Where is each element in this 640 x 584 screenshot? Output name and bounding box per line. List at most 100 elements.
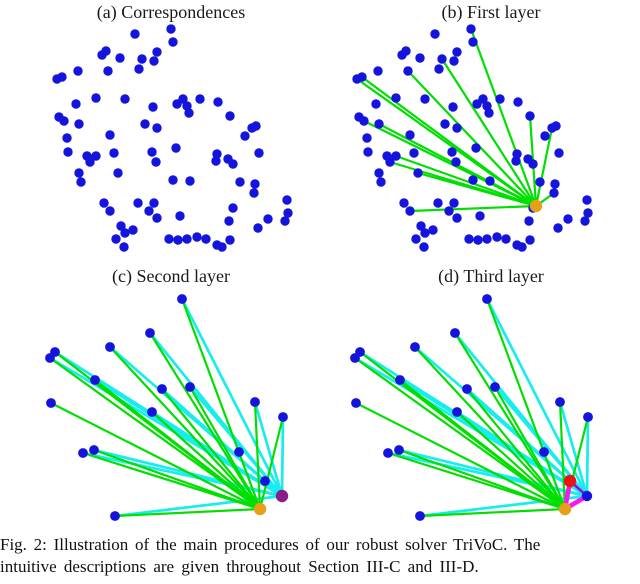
correspondence-point [415,511,425,521]
vote-line-green [453,331,567,511]
correspondence-point [419,242,429,252]
correspondence-point [113,168,123,178]
correspondence-point [99,198,109,208]
correspondence-point [580,216,590,226]
correspondence-point [554,148,564,158]
correspondence-point [511,156,521,166]
correspondence-point [105,130,115,140]
correspondence-point [45,353,55,363]
sampled-vertex-red [563,474,577,488]
vote-line-green [534,126,554,208]
vote-line-cyan [253,400,284,498]
correspondence-point [144,206,154,216]
correspondence-point [133,198,143,208]
correspondence-point [482,294,492,304]
vote-line-green [180,297,262,511]
correspondence-point [490,382,500,392]
correspondence-point [420,228,430,238]
correspondence-point [173,235,183,245]
correspondence-point [128,225,138,235]
correspondence-point [78,448,88,458]
correspondence-point [448,102,458,112]
correspondence-point [152,123,162,133]
correspondence-point [452,123,462,133]
correspondence-point [185,382,195,392]
correspondence-point [130,29,140,39]
correspondence-point [433,198,443,208]
correspondence-point [115,53,125,63]
correspondence-point [401,46,411,56]
vote-line-cyan [280,415,285,498]
correspondence-point [195,94,205,104]
correspondence-point [409,148,419,158]
correspondence-point [116,221,126,231]
correspondence-point [73,66,83,76]
correspondence-point [468,37,478,47]
correspondence-point [525,235,535,245]
correspondence-point [482,234,492,244]
vote-line-green [465,387,567,511]
correspondence-point [363,147,373,157]
correspondence-point [182,234,192,244]
vote-line-green [253,400,262,511]
vote-line-cyan [180,297,284,498]
correspondence-point [357,72,367,82]
vote-line-green [108,345,262,511]
correspondence-point [76,177,86,187]
correspondence-point [109,148,119,158]
correspondence-point [495,94,505,104]
correspondence-point [350,353,360,363]
sampled-vertex-orange [253,502,267,516]
correspondence-point [71,99,81,109]
correspondence-point [62,133,72,143]
correspondence-point [374,168,384,178]
vote-line-green [413,345,567,511]
caption-line-1: Fig. 2: Illustration of the main procedu… [0,535,541,554]
correspondence-point [413,168,423,178]
correspondence-point [250,397,260,407]
sampled-vertex-purple [275,489,289,503]
correspondence-point [263,214,273,224]
figure-caption: Fig. 2: Illustration of the main procedu… [0,534,640,577]
correspondence-point [376,177,386,187]
correspondence-point [492,232,502,242]
correspondence-point [550,179,560,189]
correspondence-point [278,412,288,422]
vote-line-green [354,401,567,511]
correspondence-point [119,242,129,252]
correspondence-point [166,24,176,34]
correspondence-point [74,119,84,129]
correspondence-point [137,54,147,64]
correspondence-point [383,448,393,458]
correspondence-point [151,157,161,167]
correspondence-point [63,147,73,157]
vote-line-green [558,400,567,511]
correspondence-point [553,223,563,233]
panel-a-title: (a) Correspondences [96,2,246,22]
correspondence-point [217,242,227,252]
correspondence-point [224,216,234,226]
panel-b-title: (b) First layer [441,2,541,22]
correspondence-point [280,216,290,226]
correspondence-point [201,234,211,244]
correspondence-point [260,476,270,486]
vote-line-green [406,69,538,208]
correspondence-point [582,195,592,205]
vote-line-cyan [558,400,589,498]
vote-line-green [360,75,538,208]
vote-line-green [93,378,262,511]
correspondence-point [411,234,421,244]
correspondence-point [391,151,401,161]
correspondence-point [471,143,481,153]
correspondence-point [249,188,259,198]
vote-line-green [150,410,262,511]
vote-line-green [455,410,567,511]
correspondence-point [234,447,244,457]
correspondence-point [525,111,535,121]
correspondence-point [468,175,478,185]
correspondence-point [59,116,69,126]
correspondence-point [405,206,415,216]
vote-line-green [113,507,262,518]
correspondence-point [351,398,361,408]
correspondence-point [450,328,460,338]
